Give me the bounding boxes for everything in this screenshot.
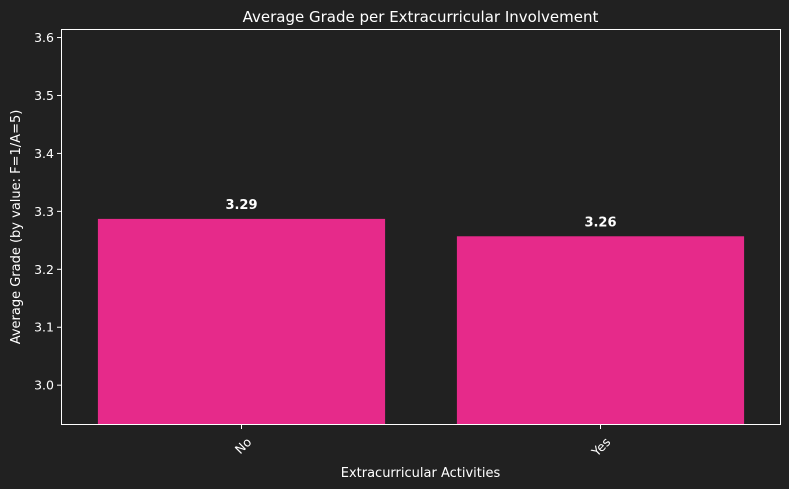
y-axis-label: Average Grade (by value: F=1/A=5) xyxy=(9,110,24,345)
bar-no xyxy=(97,218,386,424)
bar-yes xyxy=(456,236,745,424)
x-axis-ticks: No Yes xyxy=(232,424,614,460)
x-axis-label: Extracurricular Activities xyxy=(341,466,501,481)
x-tick-label-yes: Yes xyxy=(588,434,614,460)
y-tick-label: 3.0 xyxy=(34,378,54,393)
y-tick-label: 3.2 xyxy=(34,262,54,277)
plot-area-frame xyxy=(61,29,781,425)
bars-layer: 3.29 3.26 xyxy=(97,198,745,424)
y-axis-ticks: 3.0 3.1 3.2 3.3 3.4 3.5 3.6 xyxy=(34,30,62,393)
y-tick-label: 3.3 xyxy=(34,204,54,219)
y-tick-label: 3.6 xyxy=(34,30,54,45)
y-tick-label: 3.1 xyxy=(34,320,54,335)
y-tick-label: 3.5 xyxy=(34,88,54,103)
chart-title: Average Grade per Extracurricular Involv… xyxy=(243,8,599,26)
data-label-yes: 3.26 xyxy=(584,215,616,230)
x-tick-label-no: No xyxy=(232,434,255,457)
data-label-no: 3.29 xyxy=(225,198,257,213)
y-tick-label: 3.4 xyxy=(34,146,54,161)
